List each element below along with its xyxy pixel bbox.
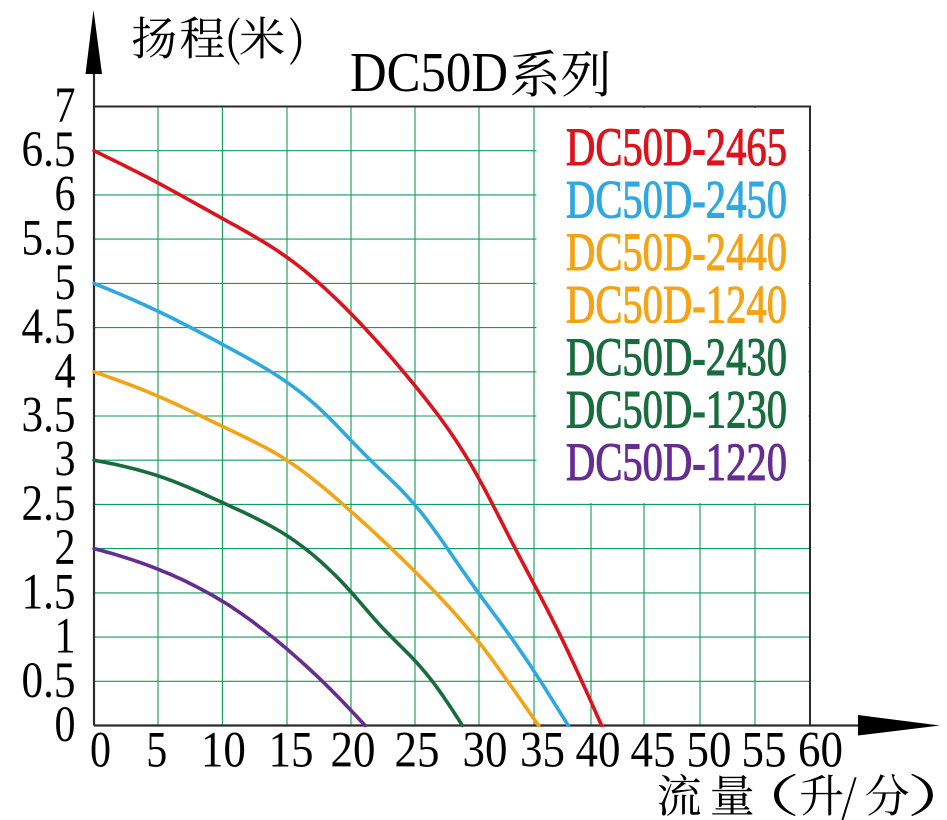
svg-text:DC50D: DC50D bbox=[350, 42, 508, 104]
svg-text:2: 2 bbox=[55, 520, 76, 576]
svg-text:25: 25 bbox=[395, 723, 440, 779]
svg-text:6: 6 bbox=[55, 166, 76, 222]
svg-text:DC50D-2450: DC50D-2450 bbox=[566, 170, 787, 230]
svg-text:15: 15 bbox=[269, 723, 314, 779]
svg-text:30: 30 bbox=[463, 723, 508, 779]
svg-text:5.5: 5.5 bbox=[22, 211, 76, 267]
svg-text:DC50D-1240: DC50D-1240 bbox=[566, 275, 787, 335]
svg-text:4: 4 bbox=[55, 343, 76, 399]
svg-text:35: 35 bbox=[520, 723, 565, 779]
svg-text:7: 7 bbox=[55, 78, 76, 134]
svg-text:DC50D-1220: DC50D-1220 bbox=[566, 432, 787, 492]
svg-text:20: 20 bbox=[331, 723, 376, 779]
svg-text:1.5: 1.5 bbox=[22, 564, 76, 620]
svg-text:0: 0 bbox=[55, 697, 76, 753]
svg-text:DC50D-2440: DC50D-2440 bbox=[566, 222, 787, 282]
svg-text:5: 5 bbox=[55, 255, 76, 311]
svg-text:4.5: 4.5 bbox=[22, 299, 76, 355]
svg-text:45: 45 bbox=[631, 723, 676, 779]
svg-text:50: 50 bbox=[687, 723, 732, 779]
svg-text:DC50D-2430: DC50D-2430 bbox=[566, 327, 787, 387]
svg-text:3.5: 3.5 bbox=[22, 388, 76, 444]
svg-text:1: 1 bbox=[55, 609, 76, 665]
svg-text:0.5: 0.5 bbox=[22, 653, 76, 709]
svg-text:2.5: 2.5 bbox=[22, 476, 76, 532]
svg-text:55: 55 bbox=[742, 723, 787, 779]
svg-text:10: 10 bbox=[201, 723, 246, 779]
svg-text:0: 0 bbox=[90, 723, 111, 779]
svg-text:40: 40 bbox=[576, 723, 621, 779]
svg-text:DC50D-1230: DC50D-1230 bbox=[566, 380, 787, 440]
svg-text:5: 5 bbox=[146, 723, 167, 779]
svg-text:60: 60 bbox=[798, 723, 843, 779]
svg-text:6.5: 6.5 bbox=[22, 122, 76, 178]
svg-text:3: 3 bbox=[55, 432, 76, 488]
svg-text:DC50D-2465: DC50D-2465 bbox=[566, 117, 787, 177]
